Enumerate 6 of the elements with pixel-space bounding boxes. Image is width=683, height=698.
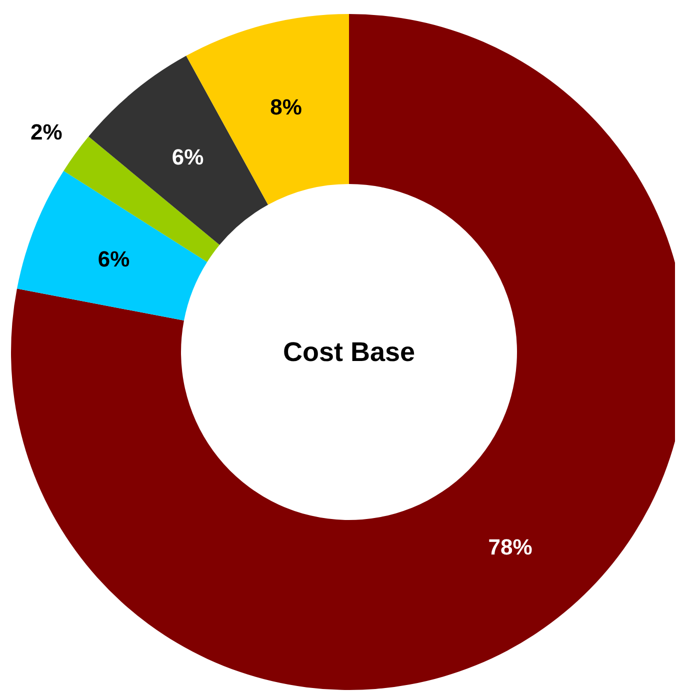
- data-label: 78%: [488, 534, 532, 560]
- data-label: 2%: [30, 120, 62, 145]
- text: Cost Base: [282, 337, 416, 367]
- data-label: 6%: [98, 246, 130, 272]
- data-label: 8%: [270, 94, 302, 120]
- data-label: 6%: [172, 144, 204, 170]
